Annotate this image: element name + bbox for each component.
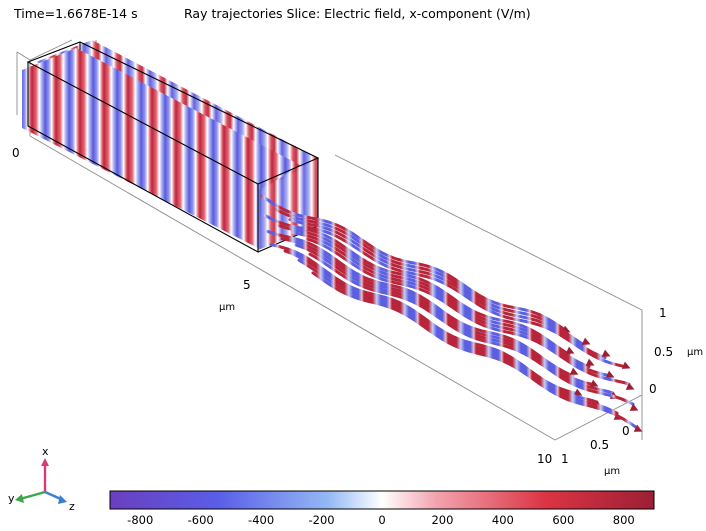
colorbar-tick-label: 200 <box>431 513 454 527</box>
ray-path <box>288 218 607 360</box>
ray-arrowhead <box>625 382 635 390</box>
ray-path <box>274 207 587 347</box>
ray-arrowhead <box>601 349 611 357</box>
colorbar-tick-label: -800 <box>127 513 154 527</box>
ray-arrowhead <box>565 346 575 354</box>
colorbar-tick-label: 800 <box>612 513 635 527</box>
ray-path <box>277 224 591 369</box>
colorbar-tick-label: -600 <box>187 513 214 527</box>
ray-path <box>297 258 619 415</box>
ray-path <box>291 231 611 378</box>
ray-path <box>311 271 639 430</box>
ray-path <box>283 249 599 404</box>
colorbar-tick-label: 400 <box>491 513 514 527</box>
colorbar-tick-label: -400 <box>248 513 275 527</box>
depth-unit: µm <box>604 466 621 477</box>
plot-header: Time=1.6678E-14 s Ray trajectories Slice… <box>14 6 531 21</box>
ray-path <box>263 213 571 356</box>
field-slice-front <box>22 48 300 248</box>
ray-path <box>302 225 627 369</box>
ray-arrowhead <box>605 370 615 378</box>
colorbar-tick-label: 600 <box>552 513 575 527</box>
triad-x-label: x <box>42 445 49 458</box>
ray-path <box>260 194 567 332</box>
height-tick-0: 0 <box>649 382 657 396</box>
ray-path <box>280 237 595 387</box>
length-tick-10: 10 <box>537 452 553 466</box>
depth-tick-1: 1 <box>561 452 569 466</box>
ray-arrowhead <box>585 358 595 366</box>
triad-z-label: z <box>69 500 75 513</box>
colorbar-tick-label: 0 <box>378 513 386 527</box>
depth-tick-0-5: 0.5 <box>590 438 610 452</box>
ray-path <box>308 252 635 406</box>
depth-tick-0: 0 <box>622 424 630 438</box>
length-unit: µm <box>219 302 236 313</box>
height-unit: µm <box>687 347 704 358</box>
triad-y-label: y <box>8 492 15 505</box>
ray-arrowhead <box>621 361 631 369</box>
ray-path <box>269 243 579 396</box>
ray-path <box>266 230 575 378</box>
axis-triad <box>15 458 67 504</box>
ray-arrowhead <box>581 337 591 345</box>
plot-title: Ray trajectories Slice: Electric field, … <box>184 6 531 21</box>
ray-arrowhead <box>633 424 643 432</box>
time-label: Time=1.6678E-14 s <box>14 6 138 21</box>
ray-arrowhead <box>573 388 583 396</box>
height-tick-0-5: 0.5 <box>654 345 674 359</box>
ray-arrowhead <box>589 379 599 387</box>
ray-path <box>294 243 615 395</box>
colorbar-gradient <box>109 490 655 510</box>
colorbar-tick-label: -200 <box>308 513 335 527</box>
length-tick-0: 0 <box>12 146 20 160</box>
height-tick-1: 1 <box>659 306 667 320</box>
ray-arrowhead <box>569 367 579 375</box>
ray-arrowhead <box>629 403 639 411</box>
ray-trajectories <box>260 194 643 432</box>
length-tick-5: 5 <box>243 278 251 292</box>
ray-path <box>305 237 631 386</box>
